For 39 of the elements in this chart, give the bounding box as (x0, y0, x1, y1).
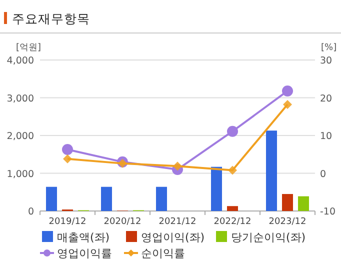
legend-label: 순이익률 (141, 247, 185, 260)
legend-label: 매출액(좌) (57, 231, 110, 244)
bar (156, 186, 167, 211)
point (173, 162, 182, 171)
point (283, 100, 292, 110)
chart-title: 주요재무항목 (12, 11, 90, 26)
y-tick-label: 2,000 (6, 131, 34, 142)
y-axis-title: [억원] (16, 43, 42, 53)
y-tick-label: 4,000 (6, 56, 34, 66)
point (227, 126, 238, 137)
y2-tick-label: 10 (320, 131, 332, 142)
bar (227, 206, 238, 211)
bar (101, 186, 112, 211)
y2-tick-label: 30 (320, 56, 332, 66)
y2-tick-label: 20 (320, 93, 332, 104)
point (63, 154, 72, 164)
y2-tick-label: -10 (320, 206, 336, 218)
point (118, 158, 127, 168)
y-tick-label: 3,000 (6, 93, 34, 104)
bar (211, 166, 222, 211)
x-tick-label: 2022/12 (214, 217, 252, 227)
legend-label: 영업이익률 (57, 247, 112, 260)
y2-axis-title: [%] (321, 43, 337, 53)
point (228, 166, 237, 175)
bar (266, 130, 277, 211)
legend-label: 영업이익(좌) (141, 231, 205, 244)
x-tick-label: 2020/12 (104, 217, 142, 227)
bar (46, 186, 57, 211)
point (282, 85, 293, 96)
legend-label: 당기순이익(좌) (231, 231, 306, 244)
y2-tick-label: 0 (320, 168, 326, 180)
x-tick-label: 2023/12 (268, 217, 306, 227)
y-tick-label: 0 (28, 206, 34, 218)
x-tick-label: 2019/12 (48, 217, 86, 227)
bar (298, 196, 309, 211)
bar (282, 194, 293, 211)
y-tick-label: 1,000 (6, 168, 34, 180)
point (62, 144, 73, 155)
x-tick-label: 2021/12 (158, 217, 196, 227)
